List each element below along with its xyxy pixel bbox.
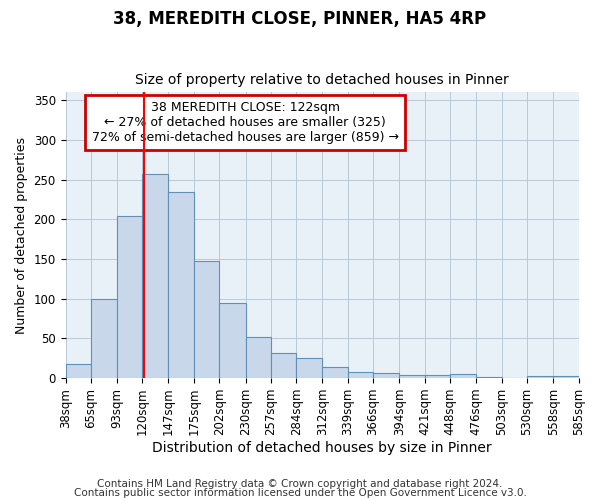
- Bar: [271, 352, 296, 378]
- Y-axis label: Number of detached properties: Number of detached properties: [15, 136, 28, 334]
- Bar: [476, 376, 502, 378]
- Text: 38 MEREDITH CLOSE: 122sqm
← 27% of detached houses are smaller (325)
72% of semi: 38 MEREDITH CLOSE: 122sqm ← 27% of detac…: [92, 101, 398, 144]
- Bar: [373, 374, 400, 378]
- Bar: [553, 376, 578, 378]
- Bar: [322, 367, 348, 378]
- Bar: [91, 298, 117, 378]
- Bar: [400, 375, 425, 378]
- Text: 38, MEREDITH CLOSE, PINNER, HA5 4RP: 38, MEREDITH CLOSE, PINNER, HA5 4RP: [113, 10, 487, 28]
- Text: Contains HM Land Registry data © Crown copyright and database right 2024.: Contains HM Land Registry data © Crown c…: [97, 479, 503, 489]
- Bar: [425, 375, 450, 378]
- Bar: [142, 174, 168, 378]
- Text: Contains public sector information licensed under the Open Government Licence v3: Contains public sector information licen…: [74, 488, 526, 498]
- Bar: [220, 302, 245, 378]
- Bar: [168, 192, 194, 378]
- X-axis label: Distribution of detached houses by size in Pinner: Distribution of detached houses by size …: [152, 441, 492, 455]
- Bar: [527, 376, 553, 378]
- Title: Size of property relative to detached houses in Pinner: Size of property relative to detached ho…: [135, 73, 509, 87]
- Bar: [450, 374, 476, 378]
- Bar: [65, 364, 91, 378]
- Bar: [194, 260, 220, 378]
- Bar: [245, 337, 271, 378]
- Bar: [117, 216, 142, 378]
- Bar: [348, 372, 373, 378]
- Bar: [296, 358, 322, 378]
